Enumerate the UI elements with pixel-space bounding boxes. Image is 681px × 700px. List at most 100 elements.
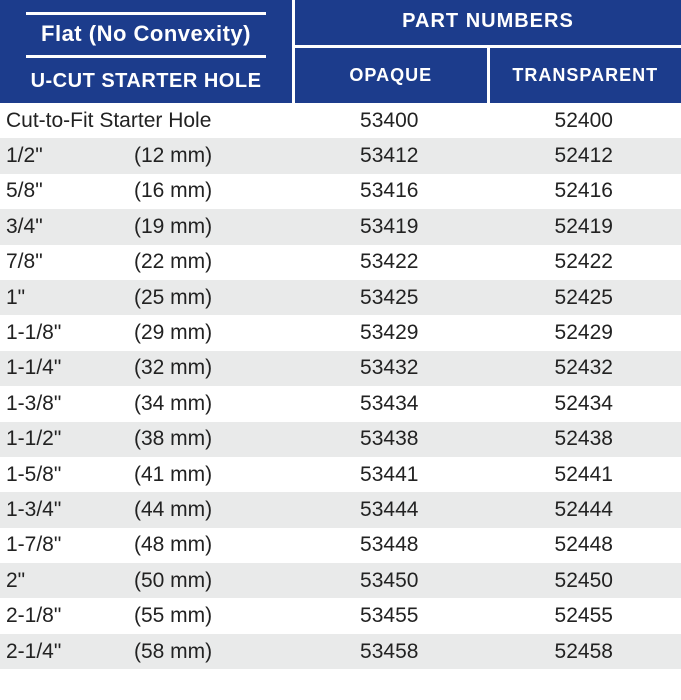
cell-opaque: 53412	[292, 144, 487, 168]
cell-size: 2"(50 mm)	[0, 569, 292, 593]
cell-transparent: 52458	[487, 640, 681, 664]
size-mm: (48 mm)	[134, 533, 212, 557]
cell-size: 1-3/8"(34 mm)	[0, 392, 292, 416]
size-inch: 1-3/4"	[6, 498, 134, 522]
table-body: Cut-to-Fit Starter Hole 5340052400 1/2"(12…	[0, 103, 681, 669]
table-row: 2"(50 mm)5345052450	[0, 563, 681, 598]
cell-transparent: 52450	[487, 569, 681, 593]
table-row: 1-3/4"(44 mm)5344452444	[0, 492, 681, 527]
size-inch: 1-1/4"	[6, 356, 134, 380]
size-inch: 2-1/8"	[6, 604, 134, 628]
cell-transparent: 52434	[487, 392, 681, 416]
cell-opaque: 53419	[292, 215, 487, 239]
cell-size: 1-7/8"(48 mm)	[0, 533, 292, 557]
size-inch: 1-1/2"	[6, 427, 134, 451]
size-label: Cut-to-Fit Starter Hole	[6, 109, 211, 133]
cell-size: 1-1/4"(32 mm)	[0, 356, 292, 380]
header-right: PART NUMBERS OPAQUE TRANSPARENT	[292, 0, 681, 103]
size-inch: 1-1/8"	[6, 321, 134, 345]
cell-transparent: 52416	[487, 179, 681, 203]
cell-size: 1-3/4"(44 mm)	[0, 498, 292, 522]
header-flat-label: Flat (No Convexity)	[41, 19, 251, 51]
cell-transparent: 52419	[487, 215, 681, 239]
table-row: 1-3/8"(34 mm)5343452434	[0, 386, 681, 421]
cell-transparent: 52429	[487, 321, 681, 345]
cell-transparent: 52441	[487, 463, 681, 487]
table-row: 1/2"(12 mm) 5341252412	[0, 138, 681, 173]
table-row: 1-7/8"(48 mm)5344852448	[0, 528, 681, 563]
cell-size: 3/4"(19 mm)	[0, 215, 292, 239]
cell-opaque: 53441	[292, 463, 487, 487]
size-mm: (19 mm)	[134, 215, 212, 239]
cell-size: 5/8"(16 mm)	[0, 179, 292, 203]
cell-size: Cut-to-Fit Starter Hole	[0, 109, 292, 133]
header-ucut-label: U-CUT STARTER HOLE	[31, 62, 262, 93]
size-mm: (22 mm)	[134, 250, 212, 274]
size-inch: 1-5/8"	[6, 463, 134, 487]
cell-size: 2-1/8"(55 mm)	[0, 604, 292, 628]
cell-opaque: 53425	[292, 286, 487, 310]
size-inch: 5/8"	[6, 179, 134, 203]
cell-opaque: 53416	[292, 179, 487, 203]
size-mm: (34 mm)	[134, 392, 212, 416]
header-rule-bottom	[26, 55, 266, 58]
size-mm: (58 mm)	[134, 640, 212, 664]
cell-transparent: 52448	[487, 533, 681, 557]
cell-opaque: 53422	[292, 250, 487, 274]
cell-transparent: 52412	[487, 144, 681, 168]
header-part-numbers-label: PART NUMBERS	[295, 0, 681, 48]
size-mm: (29 mm)	[134, 321, 212, 345]
table-row: 7/8"(22 mm)5342252422	[0, 245, 681, 280]
table-row: 1-1/4"(32 mm)5343252432	[0, 351, 681, 386]
header-subcolumns: OPAQUE TRANSPARENT	[295, 48, 681, 103]
cell-size: 1-5/8"(41 mm)	[0, 463, 292, 487]
table-row: 3/4"(19 mm)5341952419	[0, 209, 681, 244]
size-inch: 1"	[6, 286, 134, 310]
cell-opaque: 53444	[292, 498, 487, 522]
cell-opaque: 53400	[292, 109, 487, 133]
size-mm: (25 mm)	[134, 286, 212, 310]
cell-opaque: 53455	[292, 604, 487, 628]
size-inch: 7/8"	[6, 250, 134, 274]
cell-opaque: 53438	[292, 427, 487, 451]
size-inch: 2-1/4"	[6, 640, 134, 664]
header-left: Flat (No Convexity) U-CUT STARTER HOLE	[0, 0, 292, 103]
size-inch: 1/2"	[6, 144, 134, 168]
cell-size: 7/8"(22 mm)	[0, 250, 292, 274]
size-mm: (16 mm)	[134, 179, 212, 203]
size-mm: (38 mm)	[134, 427, 212, 451]
cell-transparent: 52444	[487, 498, 681, 522]
cell-opaque: 53432	[292, 356, 487, 380]
cell-size: 1-1/8"(29 mm)	[0, 321, 292, 345]
header-transparent-label: TRANSPARENT	[487, 48, 681, 103]
table-row: 2-1/4"(58 mm)5345852458	[0, 634, 681, 669]
cell-opaque: 53434	[292, 392, 487, 416]
table-row: 2-1/8"(55 mm)5345552455	[0, 598, 681, 633]
cell-transparent: 52432	[487, 356, 681, 380]
size-mm: (44 mm)	[134, 498, 212, 522]
part-number-table: Flat (No Convexity) U-CUT STARTER HOLE P…	[0, 0, 681, 669]
size-mm: (50 mm)	[134, 569, 212, 593]
cell-opaque: 53448	[292, 533, 487, 557]
cell-size: 2-1/4"(58 mm)	[0, 640, 292, 664]
cell-opaque: 53429	[292, 321, 487, 345]
size-inch: 1-7/8"	[6, 533, 134, 557]
header-rule-top	[26, 12, 266, 15]
cell-transparent: 52422	[487, 250, 681, 274]
table-row: 1-1/8"(29 mm)5342952429	[0, 315, 681, 350]
table-row: 1-1/2"(38 mm) 5343852438	[0, 422, 681, 457]
cell-opaque: 53458	[292, 640, 487, 664]
header-opaque-label: OPAQUE	[295, 48, 487, 103]
table-row: 5/8"(16 mm)5341652416	[0, 174, 681, 209]
size-mm: (55 mm)	[134, 604, 212, 628]
cell-transparent: 52425	[487, 286, 681, 310]
size-mm: (32 mm)	[134, 356, 212, 380]
cell-transparent: 52438	[487, 427, 681, 451]
cell-transparent: 52400	[487, 109, 681, 133]
size-mm: (12 mm)	[134, 144, 212, 168]
cell-transparent: 52455	[487, 604, 681, 628]
table-row: 1-5/8"(41 mm)5344152441	[0, 457, 681, 492]
size-mm: (41 mm)	[134, 463, 212, 487]
size-inch: 2"	[6, 569, 134, 593]
table-row: Cut-to-Fit Starter Hole 5340052400	[0, 103, 681, 138]
